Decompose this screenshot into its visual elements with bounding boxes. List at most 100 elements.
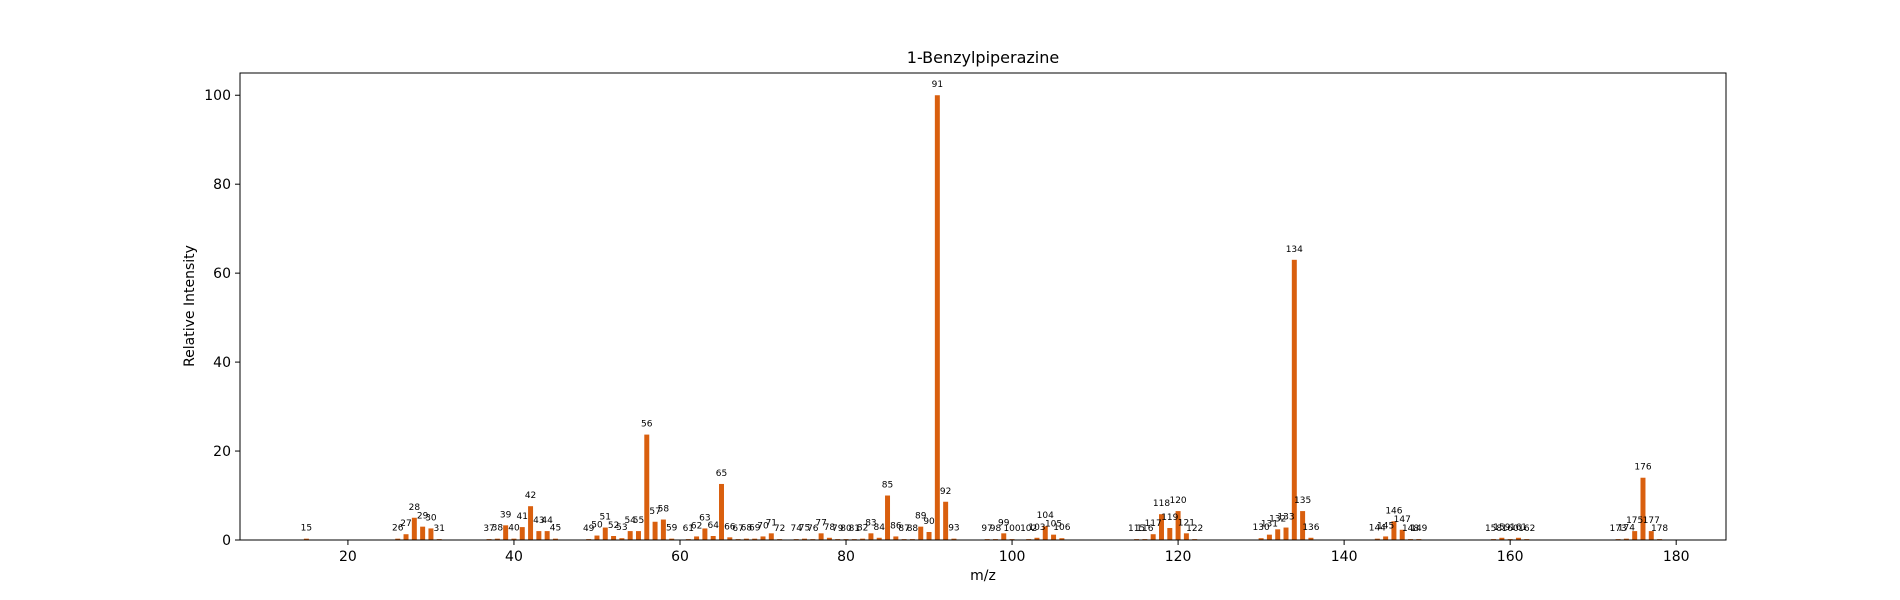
bar-mz-133 [1283,527,1289,540]
bar-mz-66 [727,537,733,540]
bar-label-mz-115: 115 [1128,524,1145,534]
bar-label-mz-26: 26 [392,524,404,534]
bar-label-mz-81: 81 [849,524,860,534]
bar-mz-50 [594,535,600,540]
bar-label-mz-120: 120 [1169,496,1186,506]
bar-label-mz-148: 148 [1402,524,1419,534]
bar-label-mz-82: 82 [857,524,868,534]
bar-label-mz-37: 37 [483,524,494,534]
chart-title: 1-Benzylpiperazine [907,48,1059,67]
bar-label-mz-69: 69 [749,524,761,534]
bar-mz-69 [752,538,758,540]
x-tick-label: 60 [671,549,689,565]
bar-mz-105 [1051,534,1057,540]
bar-mz-78 [826,537,832,540]
bar-mz-71 [768,533,774,540]
bar-label-mz-39: 39 [500,510,512,520]
x-tick-label: 80 [837,549,855,565]
bar-label-mz-147: 147 [1394,515,1411,525]
bar-mz-134 [1291,259,1297,540]
bar-mz-159 [1499,537,1505,540]
plot-area-frame [239,72,1727,541]
bar-label-mz-45: 45 [550,524,561,534]
bar-label-mz-88: 88 [907,524,919,534]
bar-mz-75 [802,538,807,540]
bar-mz-29 [420,526,426,540]
bar-mz-103 [1034,537,1040,540]
bar-mz-175 [1632,531,1638,540]
bar-label-mz-121: 121 [1178,518,1195,528]
bar-mz-104 [1042,526,1048,540]
bar-label-mz-132: 132 [1269,514,1286,524]
bar-mz-64 [710,536,716,540]
bar-mz-145 [1383,536,1389,540]
bar-label-mz-74: 74 [790,524,802,534]
bar-mz-56 [644,434,650,540]
bar-label-mz-52: 52 [608,521,619,531]
bar-label-mz-90: 90 [923,517,935,527]
bar-mz-120 [1175,511,1181,540]
bar-label-mz-174: 174 [1618,524,1635,534]
bar-label-mz-119: 119 [1161,513,1178,523]
bar-mz-118 [1159,514,1164,540]
bar-mz-174 [1623,538,1629,540]
bar-label-mz-67: 67 [732,524,743,534]
bar-label-mz-104: 104 [1037,511,1054,521]
y-tick-label: 40 [213,355,231,371]
bar-mz-77 [818,533,824,540]
bar-label-mz-173: 173 [1609,524,1626,534]
bar-label-mz-83: 83 [865,518,876,528]
bar-mz-30 [428,528,434,540]
bar-label-mz-177: 177 [1643,516,1660,526]
bar-label-mz-106: 106 [1053,523,1070,533]
bar-label-mz-63: 63 [699,513,710,523]
bar-mz-51 [602,527,608,540]
y-tick-label: 80 [213,177,231,193]
bar-mz-40 [511,538,517,540]
bar-label-mz-38: 38 [492,524,504,534]
bar-label-mz-117: 117 [1145,519,1162,529]
bar-label-mz-161: 161 [1510,523,1527,533]
bar-label-mz-40: 40 [508,524,520,534]
bar-label-mz-116: 116 [1136,524,1153,534]
bar-label-mz-97: 97 [981,524,992,534]
bar-mz-45 [552,538,558,540]
bar-label-mz-80: 80 [840,524,852,534]
bar-mz-82 [860,538,866,540]
bar-label-mz-98: 98 [990,524,1002,534]
bar-mz-27 [403,534,409,540]
bar-label-mz-89: 89 [915,512,927,522]
bar-label-mz-51: 51 [600,513,611,523]
bar-label-mz-131: 131 [1261,520,1278,530]
bar-label-mz-162: 162 [1518,524,1535,534]
bar-label-mz-53: 53 [616,523,627,533]
bar-label-mz-62: 62 [691,521,702,531]
bar-mz-85 [885,495,891,540]
bar-mz-136 [1308,537,1314,540]
bars-group [303,95,1663,541]
y-tick-label: 0 [222,533,231,549]
bar-label-mz-29: 29 [417,512,429,522]
y-axis-ticks: 0 20 40 60 80 100 [204,88,240,549]
bar-label-mz-99: 99 [998,518,1010,528]
bar-mz-131 [1266,534,1272,540]
bar-label-mz-102: 102 [1020,524,1037,534]
bar-mz-57 [652,521,658,540]
y-tick-label: 100 [204,88,231,104]
bar-mz-132 [1275,529,1281,540]
x-tick-label: 120 [1165,549,1192,565]
bar-mz-91 [934,95,940,541]
bar-label-mz-55: 55 [633,516,644,526]
bar-mz-52 [611,536,617,540]
bar-label-mz-144: 144 [1369,524,1386,534]
bar-label-mz-103: 103 [1028,523,1045,533]
y-tick-label: 60 [213,266,231,282]
bar-label-mz-130: 130 [1253,523,1270,533]
bar-label-mz-49: 49 [583,524,595,534]
bar-mz-161 [1515,537,1521,540]
bar-mz-65 [719,483,724,540]
x-tick-label: 160 [1497,549,1524,565]
bar-label-mz-71: 71 [766,518,777,528]
bar-mz-106 [1059,538,1065,540]
